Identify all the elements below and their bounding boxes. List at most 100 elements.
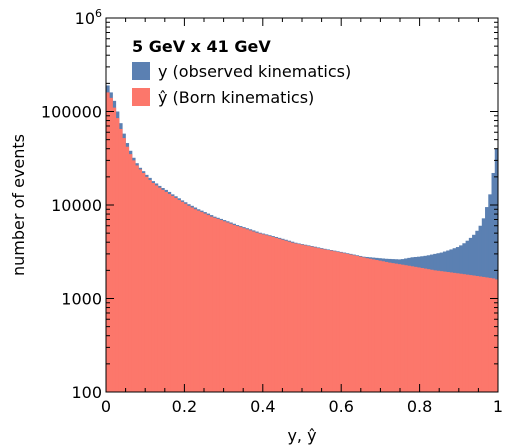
born-bar-113	[472, 275, 476, 392]
born-bar-100	[429, 269, 434, 392]
born-bar-119	[491, 278, 496, 392]
born-bar-52	[274, 237, 279, 392]
born-bar-63	[310, 246, 314, 392]
born-bar-42	[242, 228, 246, 392]
born-bar-28	[196, 210, 201, 392]
born-bar-109	[459, 273, 463, 392]
born-bar-58	[293, 243, 298, 392]
legend-title: 5 GeV x 41 GeV	[132, 37, 271, 56]
born-bar-1	[109, 97, 113, 392]
born-bar-55	[284, 240, 288, 392]
born-bar-37	[225, 222, 230, 392]
plot-area	[106, 85, 499, 393]
born-bar-108	[455, 273, 460, 392]
born-bar-73	[342, 253, 347, 392]
born-bar-7	[128, 154, 133, 392]
born-bar-91	[400, 264, 405, 392]
born-bar-81	[368, 258, 373, 392]
born-bar-116	[481, 276, 486, 392]
x-tick-label: 0.4	[250, 397, 275, 416]
born-bar-47	[258, 233, 262, 392]
born-bar-29	[199, 212, 204, 392]
born-bar-34	[216, 218, 220, 392]
born-bar-2	[112, 107, 117, 392]
born-bar-12	[144, 176, 149, 392]
y-tick-label: 10000	[51, 196, 102, 215]
born-bar-68	[326, 250, 330, 392]
born-bar-88	[391, 263, 395, 392]
born-bar-22	[177, 200, 181, 392]
born-bar-72	[339, 252, 343, 392]
born-bar-38	[229, 223, 233, 392]
born-bar-94	[410, 266, 415, 392]
legend-swatch-born	[132, 88, 150, 106]
born-bar-10	[138, 169, 143, 392]
born-bar-99	[426, 269, 431, 392]
x-tick-label: 1	[493, 397, 503, 416]
born-bar-26	[190, 207, 194, 392]
born-bar-111	[465, 274, 470, 392]
born-bar-44	[248, 230, 253, 392]
born-bar-36	[222, 221, 227, 392]
born-bar-86	[384, 261, 389, 392]
born-bar-8	[131, 160, 136, 392]
born-bar-105	[446, 272, 450, 392]
legend-label-observed: y (observed kinematics)	[158, 62, 351, 81]
born-bar-51	[271, 236, 275, 392]
born-bar-19	[167, 194, 172, 392]
born-bar-57	[290, 242, 295, 392]
x-tick-label: 0.6	[328, 397, 353, 416]
x-tick-label: 0	[101, 397, 111, 416]
born-bar-61	[303, 245, 308, 392]
born-bar-85	[381, 261, 386, 392]
born-bar-84	[378, 260, 382, 392]
born-bar-65	[316, 248, 321, 392]
born-bar-87	[387, 262, 392, 392]
x-axis-title: y, ŷ	[287, 426, 316, 445]
born-bar-62	[306, 246, 311, 392]
born-bar-114	[475, 276, 479, 392]
born-bar-4	[118, 128, 123, 393]
born-bar-59	[297, 244, 301, 392]
born-bar-50	[267, 236, 272, 392]
born-bar-104	[442, 271, 447, 392]
born-bar-15	[154, 185, 159, 392]
born-bar-23	[180, 201, 185, 392]
born-bar-48	[261, 234, 266, 392]
born-bar-97	[420, 267, 424, 392]
born-bar-69	[329, 250, 334, 392]
legend-swatch-observed	[132, 62, 150, 80]
born-bar-3	[115, 118, 120, 392]
legend-label-born: ŷ (Born kinematics)	[158, 88, 314, 107]
born-bar-21	[174, 197, 178, 392]
born-bar-67	[323, 249, 327, 392]
born-bar-25	[186, 205, 191, 392]
born-bar-76	[352, 255, 356, 392]
born-bar-43	[245, 229, 249, 392]
born-bar-96	[417, 267, 421, 392]
born-bar-64	[313, 247, 317, 392]
born-bar-24	[183, 203, 188, 392]
born-bar-60	[300, 244, 305, 392]
born-bar-9	[135, 165, 139, 392]
born-bar-11	[141, 172, 146, 392]
born-bar-35	[219, 220, 224, 392]
series-born-bars	[106, 92, 499, 393]
born-bar-118	[488, 277, 492, 392]
born-bar-78	[358, 256, 363, 392]
born-bar-70	[332, 251, 337, 392]
born-bar-115	[478, 276, 483, 392]
born-bar-40	[235, 226, 240, 392]
born-bar-110	[462, 274, 466, 392]
y-tick-label: 106	[75, 7, 102, 28]
born-bar-95	[413, 266, 418, 392]
born-bar-14	[151, 182, 155, 392]
born-bar-45	[251, 231, 256, 392]
born-bar-117	[485, 277, 489, 392]
born-bar-82	[371, 259, 376, 392]
born-bar-18	[164, 191, 168, 392]
born-bar-92	[404, 265, 408, 392]
born-bar-32	[209, 216, 214, 392]
born-bar-6	[125, 146, 130, 392]
